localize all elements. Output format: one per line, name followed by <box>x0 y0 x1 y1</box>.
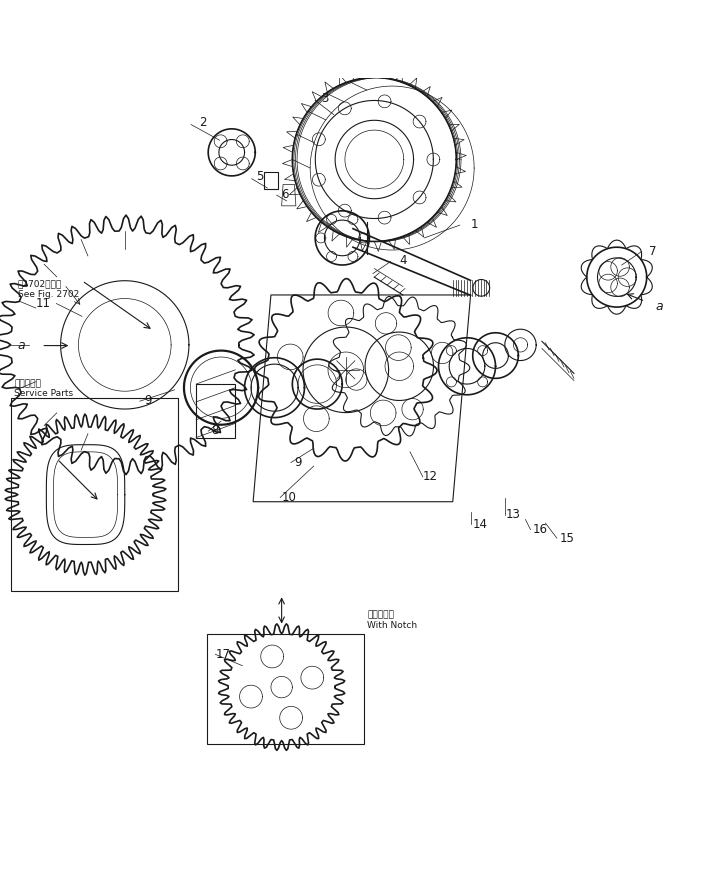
Text: a: a <box>18 339 25 352</box>
Text: 第2702図参照
See Fig. 2702: 第2702図参照 See Fig. 2702 <box>18 279 79 298</box>
Text: 8: 8 <box>212 424 219 437</box>
Bar <box>207 634 364 744</box>
Text: 9: 9 <box>294 455 302 468</box>
Text: 5: 5 <box>257 170 264 183</box>
Bar <box>11 399 178 591</box>
Text: まり決き付
With Notch: まり決き付 With Notch <box>367 610 417 629</box>
Text: 1: 1 <box>471 218 478 231</box>
Text: 16: 16 <box>532 523 548 535</box>
Text: 15: 15 <box>560 531 575 544</box>
Text: 4: 4 <box>399 254 406 267</box>
Text: 10: 10 <box>282 490 296 503</box>
Bar <box>196 385 235 438</box>
Text: 7: 7 <box>650 244 657 257</box>
Text: a: a <box>656 300 663 313</box>
Text: 12: 12 <box>423 469 438 482</box>
Text: 「供給専用
Service Parts: 「供給専用 Service Parts <box>14 379 73 398</box>
Text: 6: 6 <box>282 188 289 200</box>
Text: 2: 2 <box>200 116 207 129</box>
Text: 17: 17 <box>215 647 231 660</box>
Text: 3: 3 <box>321 92 328 105</box>
Bar <box>264 173 278 190</box>
Text: 13: 13 <box>506 507 520 521</box>
Text: 14: 14 <box>472 517 488 530</box>
Text: 11: 11 <box>35 296 51 309</box>
Text: 9: 9 <box>144 394 151 407</box>
